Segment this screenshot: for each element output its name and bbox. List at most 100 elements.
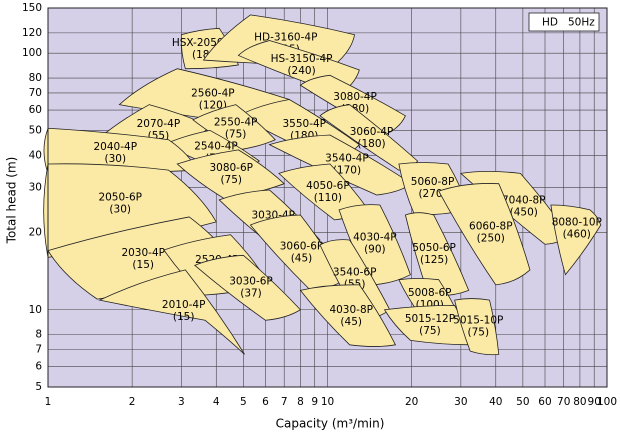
- region-name: 2070-4P: [137, 118, 181, 130]
- x-tick-label: 50: [516, 396, 529, 408]
- region: [319, 104, 419, 171]
- region-power: (75): [419, 325, 441, 337]
- region-name: 5015-10P: [453, 314, 503, 326]
- region-name: 2540-4P: [194, 140, 238, 152]
- region: [299, 284, 397, 347]
- region-power: (110): [314, 192, 342, 204]
- region-name: 2560-4P: [191, 88, 235, 100]
- region-name: 4050-6P: [306, 180, 350, 192]
- region: [550, 204, 602, 276]
- region-power: (125): [420, 254, 448, 266]
- annotation: 50Hz: [568, 17, 595, 29]
- x-tick-label: 40: [489, 396, 502, 408]
- y-tick-label: 10: [29, 304, 42, 316]
- region-power: (90): [364, 244, 386, 256]
- region: [404, 212, 470, 297]
- region-name: 2050-6P: [98, 191, 142, 203]
- x-tick-label: 2: [129, 396, 136, 408]
- x-tick-label: 8: [297, 396, 304, 408]
- y-tick-label: 6: [35, 361, 42, 373]
- y-axis-label: Total head (m): [5, 157, 19, 245]
- region-name: 3060-4P: [350, 126, 394, 138]
- region-name: HS-3150-4P: [271, 53, 333, 65]
- x-tick-label: 7: [281, 396, 288, 408]
- x-tick-label: 60: [538, 396, 551, 408]
- plot-frame: [47, 7, 608, 388]
- region-name: 3550-4P: [282, 118, 326, 130]
- x-tick-label: 30: [454, 396, 467, 408]
- region-power: (45): [291, 253, 313, 265]
- region-name: 3080-6P: [209, 162, 253, 174]
- region-power: (250): [477, 232, 505, 244]
- region-name: 2040-4P: [94, 141, 138, 153]
- region-power: (30): [104, 153, 126, 165]
- y-tick-label: 70: [29, 87, 42, 99]
- y-tick-label: 50: [29, 124, 42, 136]
- x-tick-label: 90: [588, 396, 601, 408]
- y-tick-label: 100: [22, 47, 42, 59]
- region-name: 5050-6P: [412, 242, 456, 254]
- y-tick-label: 120: [22, 27, 42, 39]
- x-tick-label: 1: [45, 396, 52, 408]
- region-name: 5060-8P: [411, 176, 455, 188]
- region-power: (37): [240, 288, 262, 300]
- region-power: (45): [340, 316, 362, 328]
- region-power: (75): [225, 129, 247, 141]
- x-axis-label: Capacity (m³/min): [276, 417, 385, 431]
- x-tick-label: 9: [311, 396, 318, 408]
- x-tick-label: 4: [213, 396, 220, 408]
- region-name: 4030-4P: [353, 232, 397, 244]
- region: [98, 269, 245, 355]
- region: [176, 149, 285, 200]
- region-power: (240): [287, 65, 315, 77]
- region-power: (75): [468, 326, 490, 338]
- region: [454, 298, 500, 356]
- region-power: (450): [510, 206, 538, 218]
- region-name: 2550-4P: [214, 117, 258, 129]
- regions: HSX-2050-4P(180)HD-3160-4P(315)HS-3150-4…: [43, 14, 602, 356]
- region-name: 8080-10P: [552, 217, 602, 229]
- legend-box: [528, 12, 600, 32]
- region-name: 3060-6P: [280, 241, 324, 253]
- region-power: (15): [173, 311, 195, 323]
- x-tick-label: 5: [240, 396, 247, 408]
- x-tick-label: 20: [405, 396, 418, 408]
- region-name: 3540-6P: [333, 267, 377, 279]
- region: [438, 183, 531, 286]
- y-tick-label: 5: [35, 381, 42, 393]
- region-name: 5015-12P: [405, 313, 455, 325]
- region-name: 2010-4P: [162, 299, 206, 311]
- region-name: 7040-8P: [502, 194, 546, 206]
- x-tick-label: 10: [321, 396, 334, 408]
- region-name: 3540-4P: [325, 153, 369, 165]
- y-tick-label: 60: [29, 104, 42, 116]
- region-name: 4030-8P: [329, 304, 373, 316]
- x-tick-label: 70: [557, 396, 570, 408]
- region-name: 2030-4P: [121, 247, 165, 259]
- region: [43, 163, 217, 258]
- y-tick-label: 80: [29, 72, 42, 84]
- region-name: 6060-8P: [469, 220, 513, 232]
- y-tick-label: 150: [22, 2, 42, 14]
- region: [193, 254, 302, 321]
- region-name: 3030-6P: [229, 276, 273, 288]
- region-power: (170): [333, 165, 361, 177]
- region-power: (30): [109, 203, 131, 215]
- y-tick-label: 30: [29, 181, 42, 193]
- x-tick-label: 100: [597, 396, 617, 408]
- y-tick-label: 40: [29, 149, 42, 161]
- annotation: HD: [542, 17, 558, 29]
- region-name: 3080-4P: [333, 91, 377, 103]
- y-tick-label: 7: [35, 344, 42, 356]
- x-tick-label: 6: [262, 396, 269, 408]
- x-tick-label: 80: [573, 396, 586, 408]
- y-tick-label: 8: [35, 329, 42, 341]
- x-tick-label: 3: [178, 396, 185, 408]
- y-tick-label: 20: [29, 227, 42, 239]
- region-power: (460): [563, 229, 591, 241]
- region-power: (15): [132, 259, 154, 271]
- region-power: (75): [220, 174, 242, 186]
- region-power: (180): [357, 138, 385, 150]
- region-name: 5008-6P: [408, 287, 452, 299]
